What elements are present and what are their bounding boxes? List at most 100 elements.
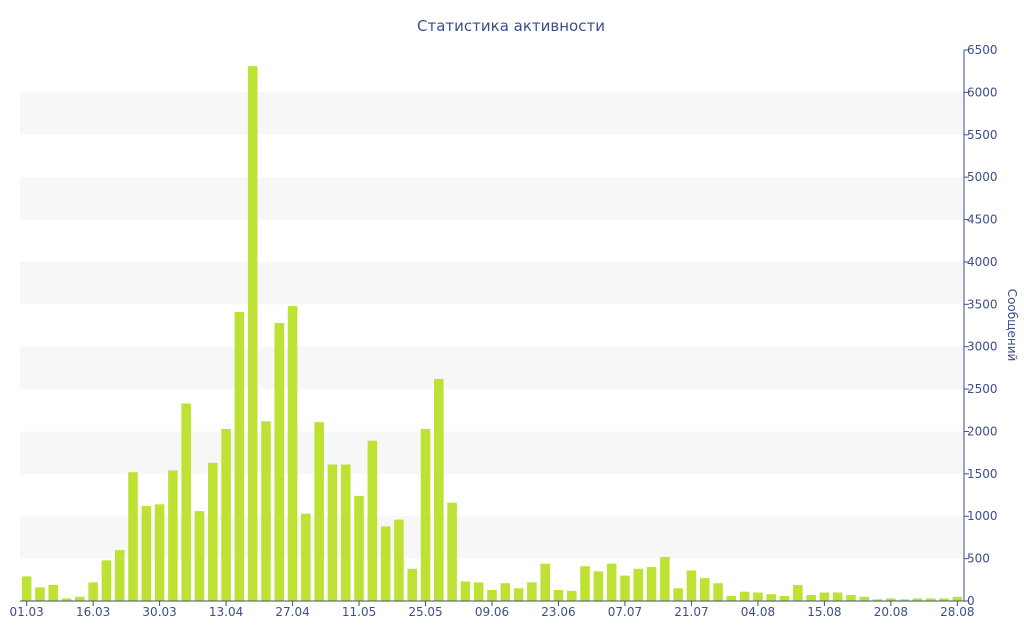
bar (367, 440, 378, 601)
bar (872, 599, 883, 601)
bar (779, 595, 790, 601)
x-tick-label: 07.07 (608, 605, 642, 619)
bar (646, 567, 657, 601)
x-tick-label: 09.06 (475, 605, 509, 619)
bar (394, 519, 404, 601)
x-tick-label: 15.08 (807, 605, 841, 619)
x-tick-label: 01.03 (9, 605, 43, 619)
bar (806, 595, 816, 601)
bar (128, 472, 138, 601)
bar (620, 575, 630, 601)
bar (274, 322, 285, 601)
bar (686, 570, 697, 601)
x-tick-label: 25.05 (408, 605, 442, 619)
bar (101, 560, 112, 601)
grid-band (20, 261, 964, 305)
bar (606, 563, 617, 601)
bar (35, 587, 45, 601)
bar (925, 598, 936, 601)
x-tick-label: 13.04 (209, 605, 243, 619)
bar (75, 596, 85, 601)
bar (247, 66, 258, 602)
bar (832, 592, 843, 601)
y-tick-label: 3500 (967, 297, 998, 311)
x-tick-label: 11.05 (342, 605, 376, 619)
y-tick-label: 4500 (967, 213, 998, 227)
bar (21, 576, 32, 601)
bar (593, 571, 604, 601)
bar (673, 588, 683, 601)
bar (261, 421, 271, 601)
bar (447, 502, 457, 601)
y-tick-label: 4000 (967, 255, 998, 269)
bar (301, 513, 311, 601)
x-tick-label: 30.03 (142, 605, 176, 619)
bar (952, 596, 963, 601)
bar (660, 556, 670, 601)
bar (327, 464, 338, 601)
bar (234, 311, 245, 601)
grid-bands (20, 92, 964, 559)
bar (753, 592, 763, 601)
bar (699, 578, 710, 601)
x-tick-label: 16.03 (76, 605, 110, 619)
bar (61, 598, 72, 601)
bar (48, 584, 59, 601)
grid-band (20, 177, 964, 220)
bar (939, 598, 949, 601)
bar (434, 378, 444, 601)
bar (527, 582, 537, 601)
bar (380, 526, 391, 601)
x-ticks: 01.03 16.03 30.03 13.04 27.04 11.05 25.05 09.06… (9, 601, 975, 619)
bar (181, 403, 191, 601)
y-tick-label: 500 (967, 552, 990, 566)
y-tick-label: 6000 (967, 85, 998, 99)
grid-band (20, 431, 964, 474)
bar (553, 589, 564, 601)
bars (21, 66, 963, 602)
bar (912, 598, 923, 601)
bar (314, 422, 324, 601)
bar (487, 589, 497, 601)
x-tick-label: 23.06 (541, 605, 575, 619)
bar (460, 581, 471, 601)
bar (899, 599, 909, 601)
y-tick-label: 5500 (967, 128, 998, 142)
bar (340, 464, 351, 601)
bar (766, 594, 776, 601)
bar (141, 506, 152, 601)
bar (407, 568, 418, 601)
y-tick-label: 3000 (967, 340, 998, 354)
x-tick-label: 21.07 (674, 605, 708, 619)
bar (793, 584, 803, 601)
y-ticks: 0 500 1000 1500 2000 2500 3000 3500 4000 4500 5000… (964, 43, 998, 608)
y-axis-label: Сообщений (1005, 289, 1019, 362)
grid-band (20, 346, 964, 390)
bar (168, 470, 178, 601)
bar (208, 462, 218, 601)
x-tick-label: 04.08 (741, 605, 775, 619)
bar (194, 511, 205, 601)
chart-title: Статистика активности (417, 17, 605, 35)
y-tick-label: 2000 (967, 424, 998, 438)
bar (566, 590, 577, 601)
grid-band (20, 92, 964, 135)
bar (859, 596, 870, 601)
bar (513, 588, 524, 601)
y-tick-label: 5000 (967, 170, 998, 184)
bar (221, 428, 231, 601)
bar (739, 591, 750, 601)
y-tick-label: 6500 (967, 43, 998, 57)
bar (88, 582, 98, 601)
x-tick-label: 28.08 (940, 605, 974, 619)
y-tick-label: 0 (967, 594, 975, 608)
y-tick-label: 1500 (967, 467, 998, 481)
bar (500, 583, 511, 601)
y-tick-label: 1000 (967, 509, 998, 523)
bar (473, 582, 484, 601)
bar (713, 583, 723, 601)
bar (633, 568, 644, 601)
y-tick-label: 2500 (967, 382, 998, 396)
bar (287, 306, 298, 601)
